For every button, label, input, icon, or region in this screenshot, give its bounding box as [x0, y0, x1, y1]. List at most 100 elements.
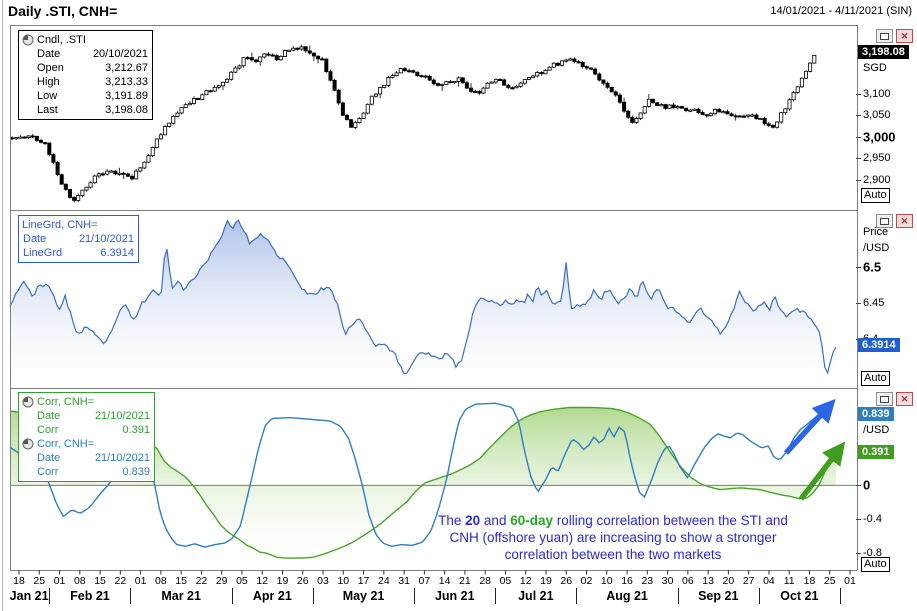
x-axis-day-label: 12: [519, 575, 532, 587]
cnh-area-fill: [10, 220, 836, 387]
x-axis-day-label: 19: [540, 575, 552, 587]
month-separator: [130, 588, 132, 604]
month-separator: [758, 588, 760, 604]
x-axis-day-label: 17: [357, 575, 370, 587]
legend-series-name: LineGrd, CNH=: [22, 219, 98, 231]
legend-value: 3,213.33: [105, 76, 148, 88]
auto-scale-button[interactable]: Auto: [861, 371, 890, 386]
x-axis-month-label: May 21: [342, 589, 385, 603]
y-axis-tick-mark: [856, 93, 861, 95]
y-axis-tick-label: 3,100: [863, 87, 891, 100]
close-icon[interactable]: ✕: [896, 392, 913, 406]
correlation-legend[interactable]: Corr, CNH= Date 21/10/2021 Corr 0.391 Corr…: [18, 392, 155, 482]
x-axis-day-label: 10: [600, 575, 613, 587]
y-axis-tick-label: 2,900: [863, 173, 891, 186]
x-axis-day-label: 06: [682, 575, 694, 587]
last-price-label: 3,198.08: [858, 44, 909, 59]
up-trend-arrow-blue[interactable]: [783, 398, 836, 455]
x-axis-day-label: 22: [195, 575, 208, 587]
legend-value: 3,198.08: [105, 104, 148, 116]
minimize-icon[interactable]: [876, 29, 893, 43]
linegrd-legend[interactable]: LineGrd, CNH= Date 21/10/2021 LineGrd 6.39…: [18, 215, 139, 263]
legend-key: Date: [37, 452, 61, 464]
window-edge: [2, 0, 3, 611]
x-axis-day-label: 19: [276, 575, 289, 587]
legend-value: 20/10/2021: [92, 48, 148, 60]
x-axis-day-label: 22: [114, 575, 127, 587]
annotation-line: The 20 and 60-day rolling correlation be…: [367, 512, 859, 529]
x-axis-day-label: 02: [580, 575, 593, 587]
y-axis-tick-mark: [856, 519, 861, 521]
legend-series-name: Cndl, .STI: [37, 34, 86, 46]
legend-value: 21/10/2021: [94, 410, 150, 422]
x-axis-day-label: 04: [763, 575, 775, 587]
corr20-last-value-label: 0.839: [858, 407, 894, 422]
minimize-icon[interactable]: [876, 214, 893, 228]
x-axis-month-label: Jan 21: [9, 589, 49, 603]
cnh-line[interactable]: [9, 219, 837, 375]
x-axis-month-label: Jul 21: [518, 589, 554, 603]
x-axis-day-label: 08: [73, 575, 86, 587]
x-axis-day-label: 23: [641, 575, 654, 587]
x-axis-day-label: 18: [13, 575, 25, 587]
y-axis-tick-label: -0.4: [863, 513, 882, 526]
x-axis-month-label: Oct 21: [780, 589, 819, 603]
x-axis-day-label: 14: [438, 575, 451, 587]
annotation-segment: CNH (offshore yuan) are increasing to sh…: [449, 530, 777, 545]
x-axis-day-label: 26: [560, 575, 573, 587]
legend-value: 21/10/2021: [94, 452, 150, 464]
x-axis-day-label: 01: [53, 575, 66, 587]
candlestick-legend[interactable]: Cndl, .STI Date 20/10/2021 Open 3,212.67 H…: [18, 30, 153, 120]
x-axis-day-label: 28: [479, 575, 491, 587]
y-axis-tick-label: 0: [863, 477, 871, 493]
x-axis-day-label: 30: [661, 575, 674, 587]
y-axis-tick-mark: [856, 266, 861, 268]
y-axis-tick-mark: [856, 553, 861, 555]
legend-value: 6.3914: [100, 247, 134, 259]
panel-window-buttons: ✕: [876, 214, 913, 228]
y-axis-tick-mark: [856, 485, 861, 487]
x-axis-day-label: 03: [317, 575, 329, 587]
y-axis-tick-mark: [856, 136, 861, 138]
x-axis-month-label: Aug 21: [606, 589, 648, 603]
annotation-segment: The: [438, 513, 466, 528]
candlestick-series[interactable]: [10, 44, 817, 203]
y-axis-tick-mark: [856, 302, 861, 304]
close-icon[interactable]: ✕: [896, 29, 913, 43]
annotation-line: CNH (offshore yuan) are increasing to sh…: [367, 529, 859, 546]
auto-scale-button[interactable]: Auto: [861, 557, 890, 572]
month-separator: [576, 588, 578, 604]
x-axis-month-label: Apr 21: [252, 589, 292, 603]
up-trend-arrow-green[interactable]: [798, 441, 846, 501]
x-axis-day-label: 15: [94, 575, 106, 587]
x-axis-day-label: 05: [236, 575, 248, 587]
y-axis-tick-mark: [856, 158, 861, 160]
cnh-last-value-label: 6.3914: [858, 338, 900, 353]
x-axis-day-label: 21: [459, 575, 471, 587]
annotation-segment: rolling correlation between the STI and: [552, 513, 788, 528]
legend-value: 0.839: [122, 466, 150, 478]
y-axis-tick-label: -0.8: [863, 547, 882, 560]
annotation-note[interactable]: The 20 and 60-day rolling correlation be…: [367, 512, 859, 563]
clock-icon: [22, 34, 34, 46]
price-unit-label: /USD: [863, 242, 890, 254]
auto-scale-button[interactable]: Auto: [861, 188, 890, 203]
month-separator: [231, 588, 233, 604]
x-axis-day-label: 27: [742, 575, 755, 587]
close-icon[interactable]: ✕: [896, 214, 913, 228]
panel-window-buttons: ✕: [876, 29, 913, 43]
clock-icon: [22, 438, 34, 450]
clock-icon: [22, 396, 34, 408]
x-axis-day-label: 25: [33, 575, 46, 587]
month-separator: [312, 588, 314, 604]
x-axis-month-label: Jun 21: [434, 589, 475, 603]
month-separator: [49, 588, 51, 604]
x-axis-day-label: 18: [803, 575, 816, 587]
x-axis-day-label: 26: [296, 575, 309, 587]
x-axis-day-label: 11: [783, 575, 795, 587]
y-axis-tick-label: 3,000: [863, 129, 896, 145]
legend-value: 3,212.67: [105, 62, 148, 74]
minimize-icon[interactable]: [876, 392, 893, 406]
